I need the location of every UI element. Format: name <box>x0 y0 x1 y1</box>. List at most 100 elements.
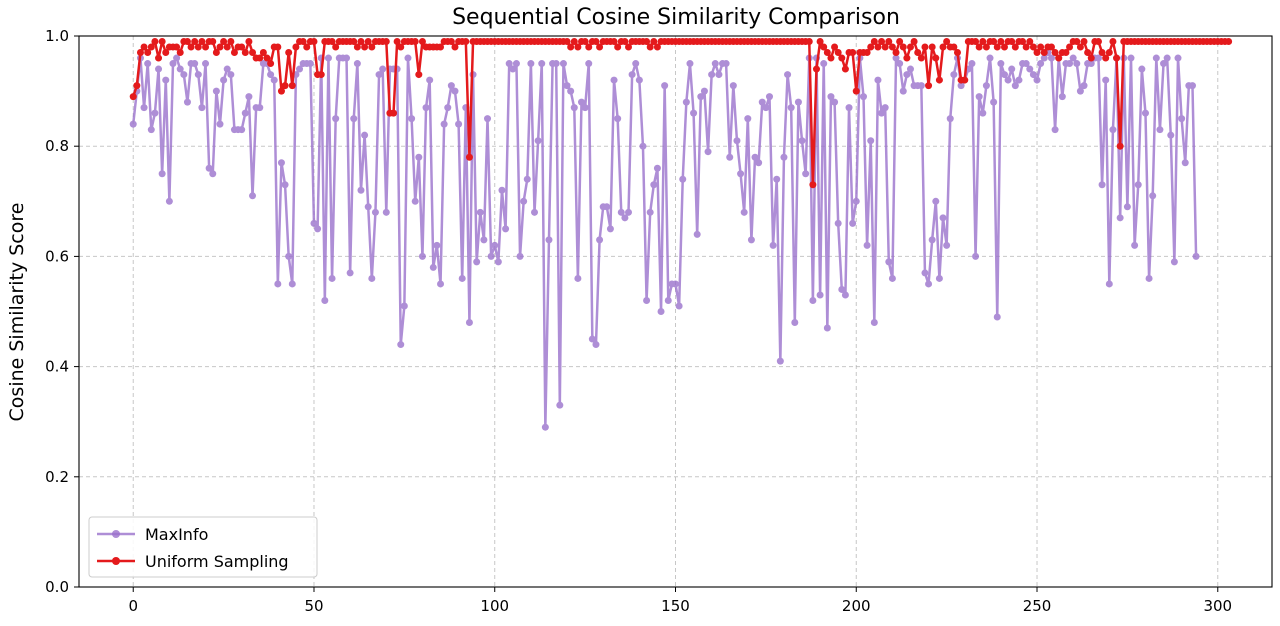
data-point <box>917 54 925 62</box>
data-point <box>816 38 824 46</box>
data-point <box>491 241 499 249</box>
data-point <box>1066 60 1074 68</box>
data-point <box>917 82 925 90</box>
data-point <box>494 258 502 266</box>
series-layer <box>129 38 1233 431</box>
data-point <box>133 82 141 90</box>
data-point <box>643 38 651 46</box>
data-point <box>223 43 231 51</box>
data-point <box>375 71 383 79</box>
data-point <box>426 76 434 84</box>
data-point <box>650 181 658 189</box>
data-point <box>823 49 831 57</box>
data-point <box>238 43 246 51</box>
data-point <box>928 43 936 51</box>
x-tick-label: 0 <box>128 597 138 615</box>
data-point <box>310 38 318 46</box>
data-point <box>849 49 857 57</box>
data-point <box>946 115 954 123</box>
data-point <box>509 65 517 73</box>
data-point <box>147 126 155 134</box>
data-point <box>227 38 235 46</box>
data-point <box>361 131 369 139</box>
data-point <box>559 60 567 68</box>
data-point <box>462 38 470 46</box>
data-point <box>285 49 293 57</box>
data-point <box>1113 54 1121 62</box>
data-point <box>194 43 202 51</box>
data-point <box>371 208 379 216</box>
data-point <box>632 60 640 68</box>
data-point <box>397 341 405 349</box>
data-point <box>140 43 148 51</box>
data-point <box>270 76 278 84</box>
data-point <box>155 54 163 62</box>
data-point <box>986 54 994 62</box>
data-point <box>151 38 159 46</box>
data-point <box>129 93 137 101</box>
data-point <box>932 54 940 62</box>
data-point <box>227 71 235 79</box>
data-point <box>194 71 202 79</box>
data-point <box>158 38 166 46</box>
data-point <box>1073 60 1081 68</box>
data-point <box>382 208 390 216</box>
data-point <box>173 54 181 62</box>
data-point <box>155 65 163 73</box>
data-point <box>1225 38 1233 46</box>
data-point <box>603 203 611 211</box>
data-point <box>534 137 542 145</box>
data-point <box>191 60 199 68</box>
data-point <box>1149 192 1157 200</box>
data-point <box>437 43 445 51</box>
data-point <box>1102 54 1110 62</box>
data-point <box>415 71 423 79</box>
data-point <box>892 49 900 57</box>
data-point <box>639 142 647 150</box>
data-point <box>1040 54 1048 62</box>
data-point <box>690 109 698 117</box>
data-point <box>794 98 802 106</box>
data-point <box>1029 71 1037 79</box>
data-point <box>267 71 275 79</box>
data-point <box>1127 54 1135 62</box>
data-point <box>1073 38 1081 46</box>
data-point <box>209 170 217 178</box>
data-point <box>444 104 452 112</box>
data-point <box>621 214 629 222</box>
data-point <box>274 43 282 51</box>
data-point <box>874 43 882 51</box>
data-point <box>498 186 506 194</box>
data-point <box>697 93 705 101</box>
data-point <box>1047 43 1055 51</box>
data-point <box>364 38 372 46</box>
data-point <box>588 335 596 343</box>
data-point <box>212 87 220 95</box>
data-point <box>480 236 488 244</box>
data-point <box>256 54 264 62</box>
data-point <box>379 65 387 73</box>
data-point <box>408 115 416 123</box>
data-point <box>972 38 980 46</box>
data-point <box>686 60 694 68</box>
x-tick-label: 200 <box>842 597 871 615</box>
data-point <box>650 38 658 46</box>
data-point <box>249 192 257 200</box>
data-point <box>176 65 184 73</box>
data-point <box>241 109 249 117</box>
data-point <box>220 38 228 46</box>
data-point <box>899 87 907 95</box>
data-point <box>1026 38 1034 46</box>
data-point <box>972 252 980 260</box>
data-point <box>935 274 943 282</box>
data-point <box>635 76 643 84</box>
data-point <box>267 60 275 68</box>
data-point <box>245 93 253 101</box>
data-point <box>1105 49 1113 57</box>
data-point <box>277 87 285 95</box>
data-point <box>841 65 849 73</box>
data-point <box>1076 43 1084 51</box>
data-point <box>1066 43 1074 51</box>
data-point <box>870 319 878 327</box>
data-point <box>1051 126 1059 134</box>
